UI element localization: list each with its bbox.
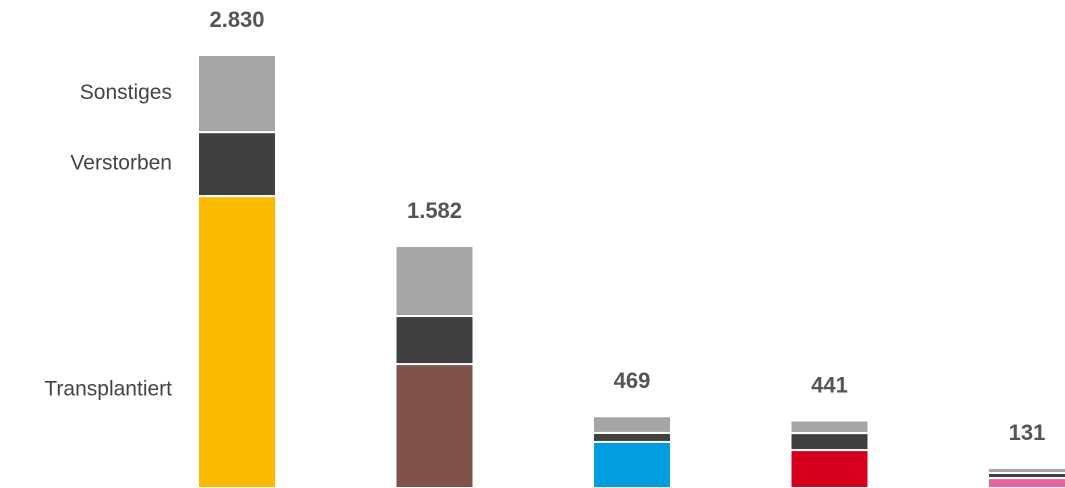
bar-segment <box>197 131 277 198</box>
bar-segment <box>592 431 672 443</box>
bar-segment <box>789 419 870 435</box>
bar-segment <box>789 449 870 488</box>
bar-segment <box>592 415 672 434</box>
bar-segment <box>394 363 475 488</box>
bar-segment <box>197 195 277 488</box>
bar-segment <box>197 54 277 134</box>
segment-label: Verstorben <box>70 152 172 175</box>
total-label: 131 <box>1009 420 1046 445</box>
segment-label: Sonstiges <box>80 81 172 104</box>
bar-segment <box>789 432 870 452</box>
bar-segment <box>394 244 475 318</box>
total-label: 1.582 <box>407 198 462 223</box>
bar-segment <box>592 440 672 488</box>
total-label: 469 <box>614 368 651 393</box>
bar-segment <box>987 466 1065 475</box>
bar-segment <box>987 477 1065 488</box>
bar-segment <box>394 315 475 366</box>
total-label: 441 <box>811 372 848 397</box>
total-label: 2.830 <box>209 7 264 32</box>
segment-label: Transplantiert <box>44 378 172 401</box>
